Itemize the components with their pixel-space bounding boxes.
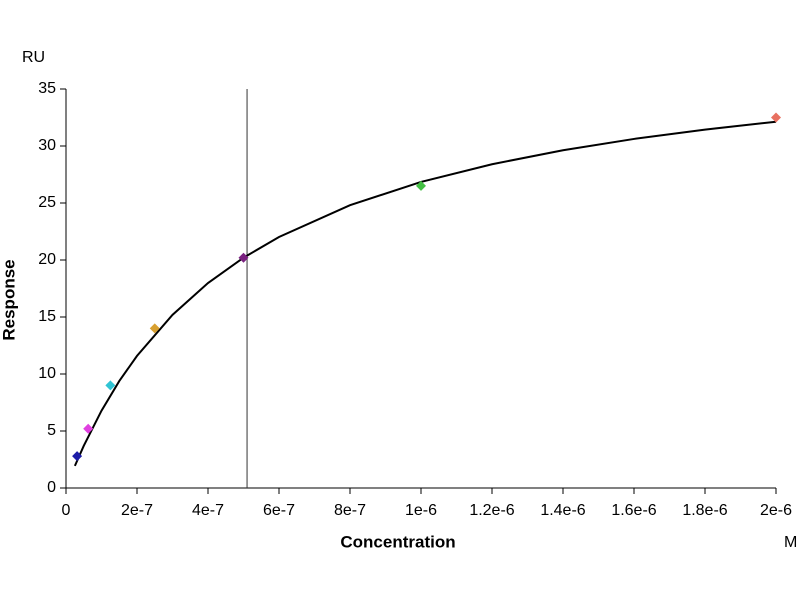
x-tick-label: 6e-7 bbox=[263, 502, 295, 519]
y-tick-label: 30 bbox=[38, 137, 56, 154]
x-tick-label: 1.8e-6 bbox=[682, 502, 727, 519]
x-tick-label: 1e-6 bbox=[405, 502, 437, 519]
fit-curve bbox=[73, 120, 777, 467]
y-tick-label: 5 bbox=[47, 422, 56, 439]
x-tick-label: 1.6e-6 bbox=[611, 502, 656, 519]
data-point bbox=[83, 423, 94, 434]
y-tick-label: 25 bbox=[38, 194, 56, 211]
y-unit: RU bbox=[22, 49, 45, 66]
data-point bbox=[771, 112, 781, 123]
data-point bbox=[72, 451, 83, 462]
y-tick-label: 35 bbox=[38, 80, 56, 97]
x-tick-label: 0 bbox=[62, 502, 71, 519]
y-tick-label: 10 bbox=[38, 365, 56, 382]
y-tick-label: 15 bbox=[38, 308, 56, 325]
x-tick-label: 1.4e-6 bbox=[540, 502, 585, 519]
x-unit: M bbox=[784, 534, 797, 551]
x-tick-label: 2e-7 bbox=[121, 502, 153, 519]
y-tick-label: 20 bbox=[38, 251, 56, 268]
x-tick-label: 8e-7 bbox=[334, 502, 366, 519]
x-tick-label: 2e-6 bbox=[760, 502, 792, 519]
data-point bbox=[238, 252, 249, 263]
data-point bbox=[105, 380, 116, 391]
y-tick-label: 0 bbox=[47, 479, 56, 496]
data-point bbox=[149, 323, 160, 334]
y-axis-title: Response bbox=[0, 259, 18, 340]
x-tick-label: 1.2e-6 bbox=[469, 502, 514, 519]
x-tick-label: 4e-7 bbox=[192, 502, 224, 519]
x-axis-title: Concentration bbox=[340, 532, 455, 551]
data-point bbox=[416, 180, 426, 191]
